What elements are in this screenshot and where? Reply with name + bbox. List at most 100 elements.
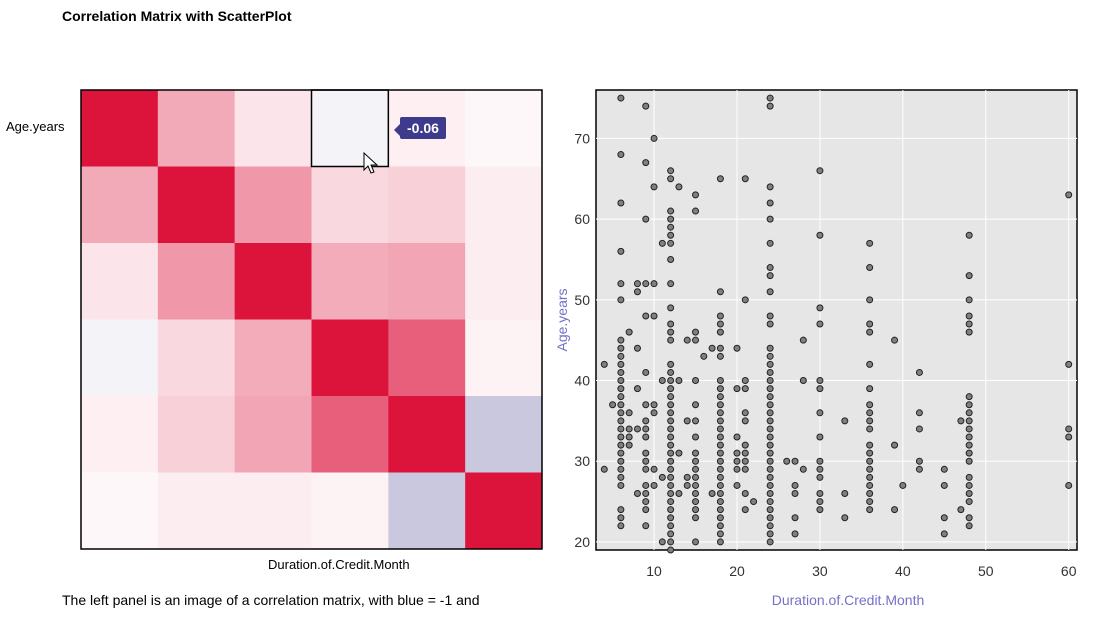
- matrix-cell-3-0[interactable]: [81, 319, 159, 397]
- scatter-point[interactable]: [716, 530, 724, 538]
- scatter-point[interactable]: [667, 490, 675, 498]
- scatter-point[interactable]: [692, 490, 700, 498]
- scatter-point[interactable]: [667, 473, 675, 481]
- scatter-point[interactable]: [617, 473, 625, 481]
- matrix-cell-2-0[interactable]: [81, 243, 159, 320]
- scatter-point[interactable]: [650, 183, 658, 191]
- scatter-point[interactable]: [617, 368, 625, 376]
- matrix-cell-3-1[interactable]: [157, 319, 236, 397]
- scatter-point[interactable]: [642, 433, 650, 441]
- scatter-point[interactable]: [791, 457, 799, 465]
- scatter-point[interactable]: [617, 336, 625, 344]
- scatter-point[interactable]: [617, 360, 625, 368]
- scatter-point[interactable]: [866, 481, 874, 489]
- scatter-point[interactable]: [675, 449, 683, 457]
- matrix-cell-2-4[interactable]: [388, 243, 466, 320]
- scatter-point[interactable]: [617, 377, 625, 385]
- scatter-point[interactable]: [766, 199, 774, 207]
- scatter-point[interactable]: [866, 320, 874, 328]
- scatter-point[interactable]: [766, 465, 774, 473]
- scatter-point[interactable]: [667, 401, 675, 409]
- scatter-point[interactable]: [667, 530, 675, 538]
- scatter-point[interactable]: [766, 272, 774, 280]
- scatter-point[interactable]: [733, 465, 741, 473]
- scatter-point[interactable]: [783, 457, 791, 465]
- scatter-point[interactable]: [915, 425, 923, 433]
- scatter-point[interactable]: [683, 481, 691, 489]
- scatter-point[interactable]: [899, 481, 907, 489]
- scatter-point[interactable]: [866, 328, 874, 336]
- scatter-point[interactable]: [716, 175, 724, 183]
- scatter-point[interactable]: [633, 490, 641, 498]
- scatter-point[interactable]: [625, 433, 633, 441]
- scatter-point[interactable]: [866, 296, 874, 304]
- scatter-point[interactable]: [841, 490, 849, 498]
- scatter-point[interactable]: [658, 239, 666, 247]
- scatter-point[interactable]: [642, 457, 650, 465]
- scatter-point[interactable]: [866, 409, 874, 417]
- scatter-point[interactable]: [617, 481, 625, 489]
- scatter-point[interactable]: [642, 401, 650, 409]
- scatter-point[interactable]: [667, 175, 675, 183]
- scatter-point[interactable]: [667, 538, 675, 546]
- scatter-point[interactable]: [600, 465, 608, 473]
- scatter-point[interactable]: [617, 352, 625, 360]
- scatter-point[interactable]: [633, 288, 641, 296]
- scatter-point[interactable]: [716, 538, 724, 546]
- scatter-point[interactable]: [791, 490, 799, 498]
- scatter-point[interactable]: [766, 102, 774, 110]
- scatter-point[interactable]: [650, 312, 658, 320]
- scatter-point[interactable]: [816, 377, 824, 385]
- scatter-point[interactable]: [617, 449, 625, 457]
- scatter-point[interactable]: [716, 473, 724, 481]
- scatter-point[interactable]: [1065, 481, 1073, 489]
- scatter-point[interactable]: [866, 498, 874, 506]
- scatter-point[interactable]: [866, 425, 874, 433]
- scatter-point[interactable]: [692, 514, 700, 522]
- matrix-cell-2-5[interactable]: [465, 243, 543, 320]
- matrix-cell-1-0[interactable]: [81, 166, 159, 244]
- scatter-point[interactable]: [683, 417, 691, 425]
- scatter-point[interactable]: [741, 490, 749, 498]
- scatter-point[interactable]: [741, 506, 749, 514]
- scatter-point[interactable]: [667, 255, 675, 263]
- scatter-point[interactable]: [766, 288, 774, 296]
- scatter-point[interactable]: [617, 409, 625, 417]
- matrix-cell-0-5[interactable]: [465, 90, 543, 167]
- scatter-point[interactable]: [733, 344, 741, 352]
- scatter-point[interactable]: [625, 409, 633, 417]
- scatter-point[interactable]: [692, 506, 700, 514]
- scatter-point[interactable]: [891, 506, 899, 514]
- scatter-point[interactable]: [766, 457, 774, 465]
- scatter-point[interactable]: [940, 530, 948, 538]
- scatter-point[interactable]: [716, 312, 724, 320]
- scatter-point[interactable]: [692, 207, 700, 215]
- scatter-point[interactable]: [741, 441, 749, 449]
- matrix-cell-0-1[interactable]: [157, 90, 236, 167]
- scatter-point[interactable]: [766, 417, 774, 425]
- scatter-point[interactable]: [716, 481, 724, 489]
- scatter-point[interactable]: [667, 465, 675, 473]
- scatter-point[interactable]: [642, 280, 650, 288]
- scatter-point[interactable]: [965, 433, 973, 441]
- scatter-point[interactable]: [667, 223, 675, 231]
- scatter-point[interactable]: [667, 449, 675, 457]
- scatter-point[interactable]: [667, 522, 675, 530]
- scatter-point[interactable]: [741, 175, 749, 183]
- scatter-point[interactable]: [633, 385, 641, 393]
- scatter-point[interactable]: [799, 336, 807, 344]
- scatter-point[interactable]: [675, 183, 683, 191]
- scatter-point[interactable]: [667, 304, 675, 312]
- scatter-point[interactable]: [766, 239, 774, 247]
- matrix-cell-1-3[interactable]: [311, 166, 389, 244]
- scatter-point[interactable]: [741, 449, 749, 457]
- scatter-point[interactable]: [716, 288, 724, 296]
- scatter-point[interactable]: [940, 514, 948, 522]
- scatter-point[interactable]: [766, 473, 774, 481]
- scatter-point[interactable]: [866, 239, 874, 247]
- scatter-point[interactable]: [633, 425, 641, 433]
- scatter-point[interactable]: [708, 344, 716, 352]
- scatter-point[interactable]: [658, 473, 666, 481]
- matrix-cell-5-5[interactable]: [465, 472, 543, 550]
- scatter-point[interactable]: [741, 377, 749, 385]
